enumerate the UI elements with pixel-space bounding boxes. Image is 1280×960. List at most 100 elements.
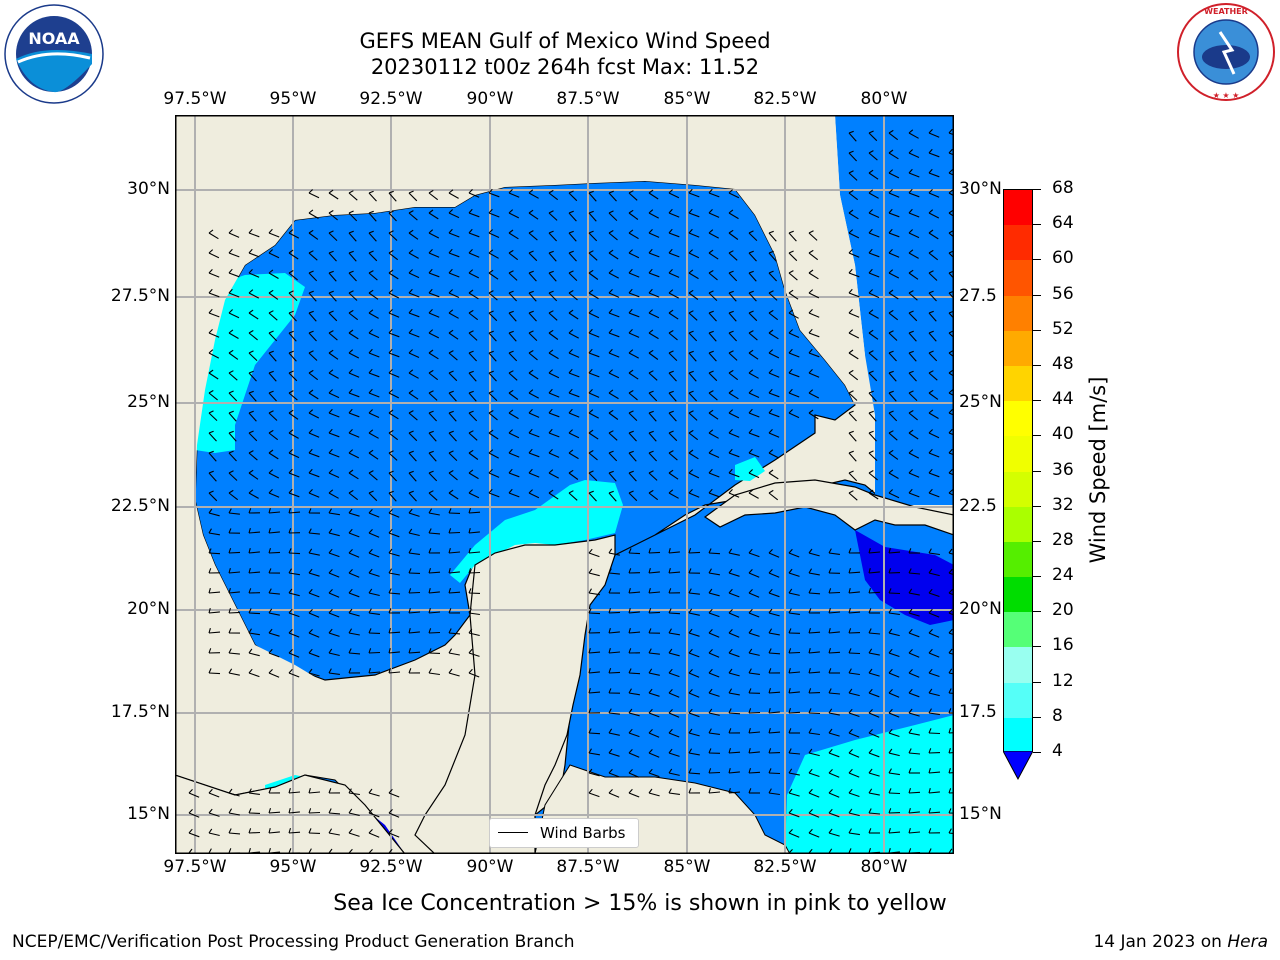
wind-barb-flag xyxy=(928,350,934,354)
wind-barb-flag xyxy=(348,648,352,654)
wind-barb-flag xyxy=(648,768,653,774)
svg-text:WEATHER: WEATHER xyxy=(1204,7,1248,16)
wind-barb xyxy=(648,752,660,758)
wind-barb-flag xyxy=(948,148,953,154)
mexico-land xyxy=(175,115,865,854)
wind-barb-flag xyxy=(648,548,652,554)
wind-barb-flag xyxy=(948,369,954,374)
wind-barb-flag xyxy=(228,349,234,354)
wind-barb-flag xyxy=(648,729,653,734)
wind-barb-flag xyxy=(808,369,813,374)
wind-barb xyxy=(908,652,920,658)
wind-barb xyxy=(908,192,920,198)
wind-barb-flag xyxy=(388,809,393,814)
wind-barb xyxy=(348,332,359,340)
wind-barb-flag xyxy=(928,728,932,734)
wind-barb-flag xyxy=(848,189,854,194)
wind-barb xyxy=(588,552,600,558)
wind-barb-flag xyxy=(388,848,393,854)
wind-barb-flag xyxy=(628,588,631,594)
wind-barb xyxy=(748,292,757,302)
wind-barb xyxy=(668,412,677,422)
wind-barb xyxy=(588,772,600,777)
wind-barb xyxy=(308,532,320,535)
wind-barb-flag xyxy=(788,289,794,294)
wind-barb-flag xyxy=(508,448,513,454)
wind-barb xyxy=(688,452,699,460)
wind-barb-flag xyxy=(928,448,933,454)
lon-top-5: 85°W xyxy=(663,89,711,109)
wind-barb-flag xyxy=(708,449,713,454)
wind-barb-flag xyxy=(688,608,693,614)
wind-barb-flag xyxy=(608,648,611,654)
wind-barb-flag xyxy=(748,708,752,714)
wind-barb xyxy=(888,592,901,595)
wind-barb xyxy=(748,232,758,241)
wind-barb xyxy=(868,312,879,319)
wind-barb xyxy=(208,232,219,240)
wind-barb xyxy=(408,292,420,298)
wind-barb-flag xyxy=(868,130,874,134)
wind-barb-flag xyxy=(868,628,872,634)
wind-barb-flag xyxy=(288,449,293,454)
wind-barb-flag xyxy=(948,728,952,734)
wind-barb-flag xyxy=(608,728,613,734)
wind-barb xyxy=(728,292,737,302)
wind-barb-flag xyxy=(788,808,793,814)
wind-barb-flag xyxy=(788,230,794,234)
wind-barb-flag xyxy=(348,588,353,594)
wind-barb xyxy=(208,472,217,482)
wind-barb-flag xyxy=(348,528,353,534)
wind-barb-flag xyxy=(348,250,354,254)
svg-text:★ ★ ★: ★ ★ ★ xyxy=(1213,91,1240,100)
wind-barb-flag xyxy=(348,508,353,514)
wind-barb xyxy=(368,532,380,538)
wind-barb-flag xyxy=(668,189,673,194)
wind-barb xyxy=(928,172,940,178)
wind-barb xyxy=(808,552,820,557)
wind-barb-flag xyxy=(568,429,573,434)
wind-barb-flag xyxy=(308,788,311,794)
wind-barb-flag xyxy=(208,349,214,354)
wind-barb-flag xyxy=(248,628,252,634)
wind-barb xyxy=(608,492,617,502)
wind-barb xyxy=(288,272,298,281)
wind-barb xyxy=(208,492,218,502)
wind-barb xyxy=(488,332,497,342)
wind-barb xyxy=(328,452,340,458)
wind-barb xyxy=(668,332,678,341)
wind-barb xyxy=(888,252,900,258)
wind-barb-flag xyxy=(908,788,912,794)
wind-barb-flag xyxy=(568,490,574,494)
wind-barb-flag xyxy=(248,410,254,414)
wind-barb-flag xyxy=(228,808,233,814)
wind-barb xyxy=(548,272,557,282)
wind-barb-flag xyxy=(808,848,813,854)
wind-barb-flag xyxy=(768,628,773,634)
wind-barb xyxy=(888,652,900,658)
wind-barb-flag xyxy=(868,268,873,274)
wind-barb xyxy=(748,332,758,341)
lat-right-4: 20°N xyxy=(959,599,1002,619)
wind-barb xyxy=(488,272,499,280)
wind-barb-flag xyxy=(648,189,654,194)
wind-barb xyxy=(628,552,641,555)
wind-barb xyxy=(668,352,678,361)
wind-barb xyxy=(228,591,240,594)
wind-barb xyxy=(668,392,677,402)
wind-barb xyxy=(368,492,378,502)
colorbar-tick-label: 36 xyxy=(1052,459,1074,480)
wind-barb-flag xyxy=(948,808,952,814)
wind-barb-flag xyxy=(288,390,294,394)
wind-barb-flag xyxy=(868,588,872,594)
wind-barb-flag xyxy=(448,289,453,294)
wind-barb-flag xyxy=(828,608,831,614)
wind-barb-flag xyxy=(308,648,313,654)
wind-barb xyxy=(348,192,358,201)
wind-barb-flag xyxy=(648,668,653,674)
wind-barb-flag xyxy=(648,450,654,454)
wind-barb xyxy=(608,292,620,298)
wind-barb xyxy=(788,752,801,755)
wind-barb-flag xyxy=(928,409,934,414)
wind-barb-flag xyxy=(648,288,653,294)
